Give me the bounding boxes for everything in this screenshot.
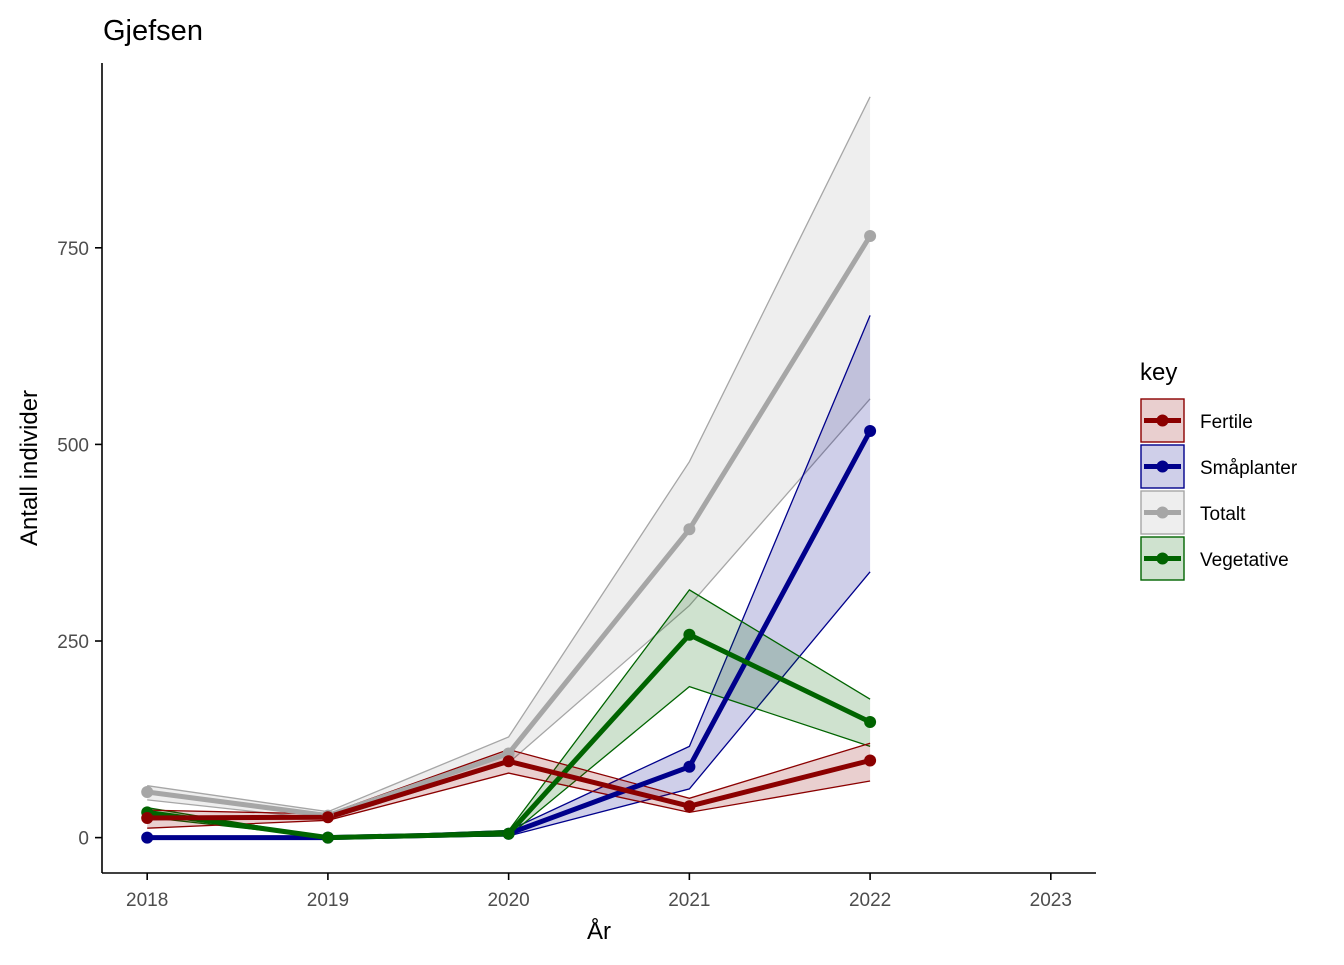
y-tick-label-0: 0 bbox=[78, 829, 89, 850]
x-tick-label-2019: 2019 bbox=[307, 890, 349, 911]
band-vegetative bbox=[147, 589, 871, 838]
point-totalt-2021 bbox=[683, 523, 696, 536]
y-tick-label-750: 750 bbox=[57, 239, 89, 260]
y-axis-ticks: 0 250 500 750 bbox=[57, 239, 102, 850]
legend-key-point-fertile bbox=[1156, 414, 1169, 427]
legend-key-point-smaplanter bbox=[1156, 460, 1169, 473]
confidence-bands bbox=[147, 96, 871, 839]
legend-item-smaplanter: Småplanter bbox=[1140, 444, 1298, 489]
legend: key Fertile Småplanter Totalt Vegetative bbox=[1140, 359, 1298, 581]
y-axis-title: Antall individer bbox=[16, 390, 43, 546]
point-fertile-2019 bbox=[321, 811, 334, 824]
x-tick-label-2023: 2023 bbox=[1030, 890, 1072, 911]
axes bbox=[101, 63, 1096, 874]
legend-label-totalt: Totalt bbox=[1200, 504, 1246, 525]
x-tick-label-2021: 2021 bbox=[668, 890, 710, 911]
band-lower-fertile bbox=[147, 772, 871, 829]
y-tick-label-500: 500 bbox=[57, 435, 89, 456]
legend-item-vegetative: Vegetative bbox=[1140, 536, 1289, 581]
point-vegetative-2021 bbox=[683, 628, 696, 641]
point-fertile-2022 bbox=[864, 754, 877, 767]
y-tick-label-250: 250 bbox=[57, 632, 89, 653]
band-totalt bbox=[147, 96, 871, 820]
point-fertile-2020 bbox=[502, 755, 515, 768]
point-vegetative-2020 bbox=[502, 827, 515, 840]
legend-item-totalt: Totalt bbox=[1140, 490, 1246, 535]
x-tick-label-2020: 2020 bbox=[487, 890, 529, 911]
point-totalt-2018 bbox=[141, 786, 154, 798]
point-smaplanter-2021 bbox=[683, 760, 696, 773]
point-vegetative-2022 bbox=[864, 716, 877, 728]
x-axis-ticks: 2018 2019 2020 2021 2022 2023 bbox=[126, 873, 1072, 911]
legend-key-point-totalt bbox=[1156, 506, 1169, 519]
point-totalt-2022 bbox=[864, 230, 877, 242]
point-fertile-2021 bbox=[683, 800, 696, 813]
point-smaplanter-2018 bbox=[141, 831, 154, 844]
series-points bbox=[141, 230, 877, 844]
legend-title: key bbox=[1140, 359, 1177, 386]
x-tick-label-2022: 2022 bbox=[849, 890, 891, 911]
point-vegetative-2019 bbox=[321, 831, 334, 844]
chart-title: Gjefsen bbox=[103, 15, 203, 47]
legend-items: Fertile Småplanter Totalt Vegetative bbox=[1140, 398, 1298, 581]
x-tick-label-2018: 2018 bbox=[126, 890, 168, 911]
legend-key-point-vegetative bbox=[1156, 552, 1169, 565]
x-axis-title: År bbox=[587, 917, 611, 945]
legend-label-smaplanter: Småplanter bbox=[1200, 458, 1298, 479]
legend-label-fertile: Fertile bbox=[1200, 412, 1253, 433]
legend-label-vegetative: Vegetative bbox=[1200, 550, 1289, 571]
point-fertile-2018 bbox=[141, 812, 154, 824]
point-smaplanter-2022 bbox=[864, 425, 877, 437]
band-upper-totalt bbox=[147, 96, 871, 813]
legend-item-fertile: Fertile bbox=[1140, 398, 1253, 443]
